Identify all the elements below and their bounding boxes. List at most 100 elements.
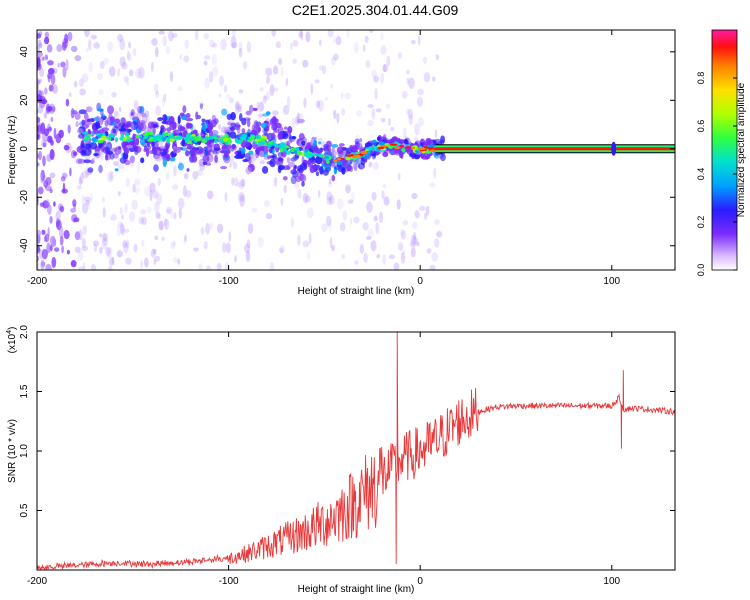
band-blob [315,156,323,165]
band-blob [301,140,306,146]
noise-speckle [407,108,414,119]
noise-speckle [405,108,410,115]
noise-speckle [319,39,322,46]
band-blob [415,140,421,145]
noise-speckle [133,99,139,111]
noise-speckle [397,52,403,60]
band-blob [262,165,269,174]
band-blob [326,140,332,148]
noise-speckle [328,221,332,232]
noise-speckle [310,83,314,96]
noise-speckle [414,123,421,136]
noise-speckle [234,102,239,114]
noise-speckle [149,189,153,202]
noise-speckle [209,221,213,231]
band-blob [199,103,204,110]
band-blob [307,159,314,166]
band-blob [85,121,93,125]
noise-speckle [398,242,404,251]
noise-speckle [373,162,379,170]
noise-speckle [326,215,332,227]
noise-speckle [119,206,123,216]
noise-speckle [304,195,311,203]
noise-speckle [74,246,81,253]
band-blob [98,129,106,134]
noise-speckle [47,74,51,83]
band-blob [248,104,254,113]
noise-speckle [81,170,89,179]
noise-speckle [203,60,208,66]
hot-blob [377,146,385,150]
colorbar-tick-label: 0.0 [696,264,706,277]
snr-series-line [37,332,675,570]
noise-speckle [235,182,243,188]
band-blob [322,169,329,176]
noise-speckle [81,245,89,252]
noise-speckle [85,199,91,206]
noise-speckle [116,250,123,258]
noise-speckle [130,162,135,168]
noise-speckle [257,236,264,248]
band-blob [118,127,127,132]
noise-speckle [178,208,182,219]
noise-speckle [232,161,238,170]
core-blob [85,135,90,139]
noise-speckle [50,116,54,122]
noise-speckle [355,134,360,141]
noise-speckle [117,191,121,196]
noise-speckle [57,62,60,68]
band-blob [141,112,147,118]
noise-speckle [432,76,436,82]
core-blob [213,139,218,144]
noise-speckle [84,196,91,202]
band-blob [126,120,133,128]
noise-speckle [108,66,116,77]
noise-speckle [417,88,424,96]
core-blob [279,147,284,153]
noise-speckle [182,185,187,197]
noise-speckle [81,73,89,83]
band-blob [123,147,129,155]
noise-speckle [169,241,176,250]
hot-blob [336,158,342,161]
noise-speckle [56,219,62,231]
noise-speckle [45,103,51,113]
noise-speckle [272,110,279,116]
noise-speckle [101,197,106,203]
band-blob [420,141,424,145]
noise-speckle [64,33,69,44]
noise-speckle [433,167,437,179]
noise-speckle [385,103,391,110]
noise-speckle [328,178,332,185]
core-blob [114,137,119,143]
noise-speckle [336,112,340,124]
noise-speckle [152,189,159,199]
band-blob [371,153,377,160]
snr-line-group [37,332,675,570]
band-blob [296,118,305,124]
noise-speckle [49,172,56,179]
spec-y-tick-label: 0 [19,146,30,152]
noise-speckle [41,229,46,235]
band-blob [148,149,157,155]
noise-speckle [239,195,245,207]
band-blob [185,122,190,129]
noise-speckle [238,192,245,202]
band-blob [181,138,186,147]
noise-speckle [117,163,125,170]
noise-speckle [133,243,138,253]
band-blob [331,150,338,157]
noise-speckle [342,210,348,221]
band-blob [440,135,446,145]
noise-speckle [88,61,93,73]
noise-speckle [184,39,190,49]
noise-speckle [246,41,252,53]
core-blob [195,135,202,140]
noise-speckle [228,231,232,242]
noise-speckle [223,85,228,93]
band-blob [114,118,121,124]
noise-speckle [163,217,168,227]
band-blob [287,126,293,134]
band-blob [184,150,190,157]
